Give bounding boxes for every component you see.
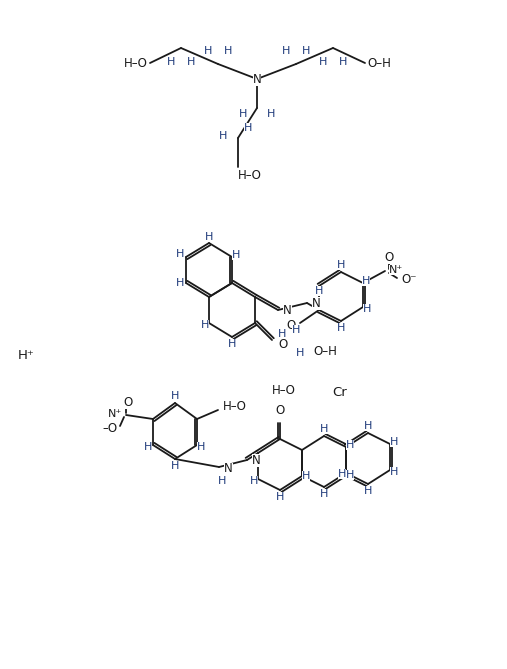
Text: H: H (315, 286, 323, 296)
Text: H: H (364, 421, 372, 431)
Text: H: H (346, 470, 354, 480)
Text: H: H (232, 250, 240, 260)
Text: H: H (197, 442, 205, 452)
Text: N: N (252, 454, 261, 466)
Text: H: H (292, 325, 300, 335)
Text: H: H (363, 304, 371, 314)
Text: H: H (167, 57, 175, 67)
Text: O–H: O–H (367, 56, 391, 70)
Text: H: H (346, 440, 354, 450)
Text: H: H (338, 469, 346, 479)
Text: O: O (384, 250, 393, 264)
Text: N: N (224, 462, 233, 476)
Text: H: H (296, 348, 304, 358)
Text: Cr: Cr (333, 385, 347, 399)
Text: N: N (312, 296, 321, 310)
Text: N: N (252, 72, 262, 86)
Text: H: H (302, 46, 310, 56)
Text: H: H (249, 476, 258, 486)
Text: H: H (175, 249, 184, 259)
Text: H: H (187, 57, 195, 67)
Text: H: H (228, 339, 236, 349)
Text: H: H (204, 46, 212, 56)
Text: H: H (278, 329, 286, 339)
Text: H–O: H–O (124, 56, 148, 70)
Text: H: H (337, 260, 345, 270)
Text: N⁺: N⁺ (389, 265, 403, 275)
Text: O: O (123, 395, 133, 409)
Text: O–H: O–H (313, 345, 337, 357)
Text: H: H (201, 320, 209, 330)
Text: O: O (278, 337, 287, 351)
Text: O: O (287, 318, 296, 332)
Text: H: H (319, 57, 327, 67)
Text: H⁺: H⁺ (18, 349, 35, 361)
Text: H: H (171, 391, 179, 401)
Text: H: H (282, 46, 290, 56)
Text: H: H (320, 489, 328, 499)
Text: H: H (175, 278, 184, 288)
Text: H: H (320, 424, 328, 434)
Text: –O: –O (103, 421, 118, 434)
Text: H: H (143, 442, 152, 452)
Text: H: H (339, 57, 347, 67)
Text: H: H (302, 471, 310, 481)
Text: H: H (205, 232, 213, 242)
Text: H–O: H–O (272, 383, 296, 397)
Text: H: H (219, 131, 227, 141)
Text: H: H (224, 46, 232, 56)
Text: H: H (390, 437, 399, 447)
Text: H–O: H–O (238, 169, 262, 182)
Text: H: H (390, 467, 399, 477)
Text: N: N (283, 304, 292, 316)
Text: H: H (267, 109, 275, 119)
Text: H: H (337, 323, 345, 333)
Text: H–O: H–O (223, 399, 247, 413)
Text: O: O (275, 404, 284, 417)
Text: H: H (218, 476, 226, 486)
Text: O⁻: O⁻ (401, 272, 416, 286)
Text: N⁺: N⁺ (108, 409, 122, 419)
Text: H: H (276, 492, 284, 502)
Text: H: H (171, 461, 179, 471)
Text: H: H (244, 123, 252, 133)
Text: H: H (364, 486, 372, 496)
Text: H: H (239, 109, 247, 119)
Text: H: H (362, 276, 371, 286)
